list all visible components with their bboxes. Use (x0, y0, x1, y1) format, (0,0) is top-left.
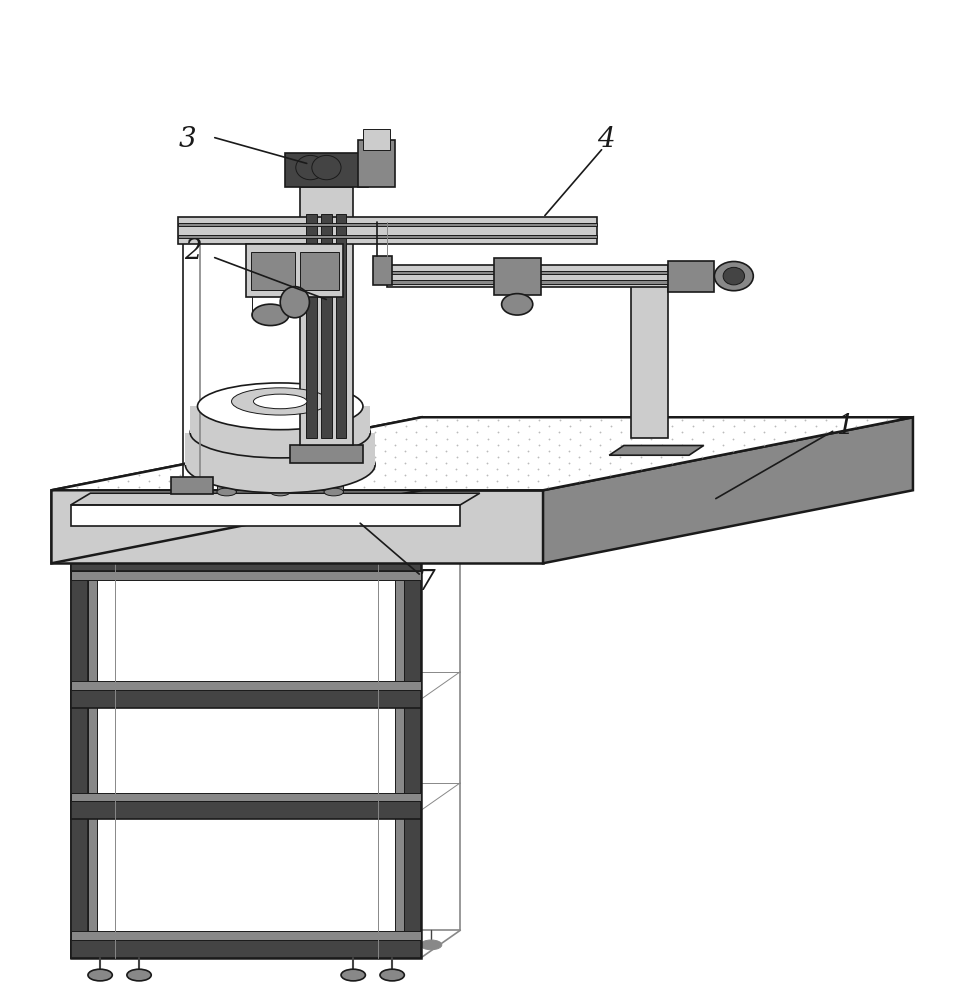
Bar (70, 571, 421, 580)
Bar (363, 129, 390, 150)
Polygon shape (70, 526, 460, 554)
Polygon shape (190, 406, 370, 433)
Bar (217, 473, 236, 492)
Ellipse shape (270, 488, 289, 496)
Bar (70, 554, 88, 958)
Bar (70, 681, 421, 690)
Bar (70, 793, 421, 801)
Bar (299, 252, 338, 290)
Ellipse shape (723, 267, 744, 285)
Ellipse shape (217, 488, 236, 496)
Text: 4: 4 (597, 126, 614, 153)
Polygon shape (608, 445, 703, 455)
Bar (387, 265, 667, 287)
Bar (250, 252, 294, 290)
Ellipse shape (324, 488, 343, 496)
Ellipse shape (280, 287, 309, 318)
Polygon shape (52, 417, 421, 563)
Polygon shape (185, 433, 375, 465)
Bar (667, 261, 714, 292)
Ellipse shape (420, 940, 441, 950)
Ellipse shape (714, 262, 752, 291)
Text: 3: 3 (179, 126, 197, 153)
Ellipse shape (379, 969, 404, 981)
Ellipse shape (88, 969, 112, 981)
Ellipse shape (198, 383, 363, 430)
Ellipse shape (232, 388, 329, 415)
Bar (70, 554, 421, 958)
Bar (387, 271, 667, 274)
Bar (270, 473, 289, 492)
Bar (358, 140, 395, 187)
Bar (289, 445, 363, 463)
Bar (387, 280, 667, 284)
Bar (324, 473, 343, 492)
Polygon shape (52, 490, 543, 563)
Bar (321, 214, 332, 438)
Text: 2: 2 (184, 238, 201, 265)
Bar (403, 554, 421, 958)
Polygon shape (70, 493, 479, 505)
Bar (306, 214, 317, 438)
Bar (285, 153, 368, 187)
Bar (70, 940, 421, 958)
Text: 7: 7 (417, 569, 434, 596)
Bar (395, 554, 403, 958)
Ellipse shape (190, 407, 370, 458)
Ellipse shape (340, 969, 365, 981)
Bar (70, 554, 421, 571)
Ellipse shape (312, 155, 340, 180)
Bar (70, 690, 421, 708)
Bar (493, 258, 540, 295)
Ellipse shape (127, 969, 151, 981)
Bar (335, 214, 346, 438)
Bar (88, 554, 97, 958)
Bar (70, 801, 421, 819)
Bar (70, 931, 421, 940)
Bar (630, 272, 667, 438)
Bar (171, 477, 213, 494)
Polygon shape (70, 505, 460, 526)
Bar (178, 223, 596, 226)
Text: 1: 1 (835, 413, 853, 440)
Ellipse shape (128, 940, 150, 950)
Bar (178, 235, 596, 238)
Ellipse shape (185, 436, 375, 493)
Ellipse shape (295, 155, 325, 180)
Bar (373, 256, 392, 285)
Bar (178, 217, 596, 244)
Ellipse shape (251, 304, 289, 326)
Ellipse shape (501, 294, 532, 315)
Polygon shape (543, 417, 912, 563)
Polygon shape (52, 417, 912, 490)
Bar (245, 244, 343, 297)
Ellipse shape (253, 394, 307, 409)
Bar (299, 187, 353, 445)
